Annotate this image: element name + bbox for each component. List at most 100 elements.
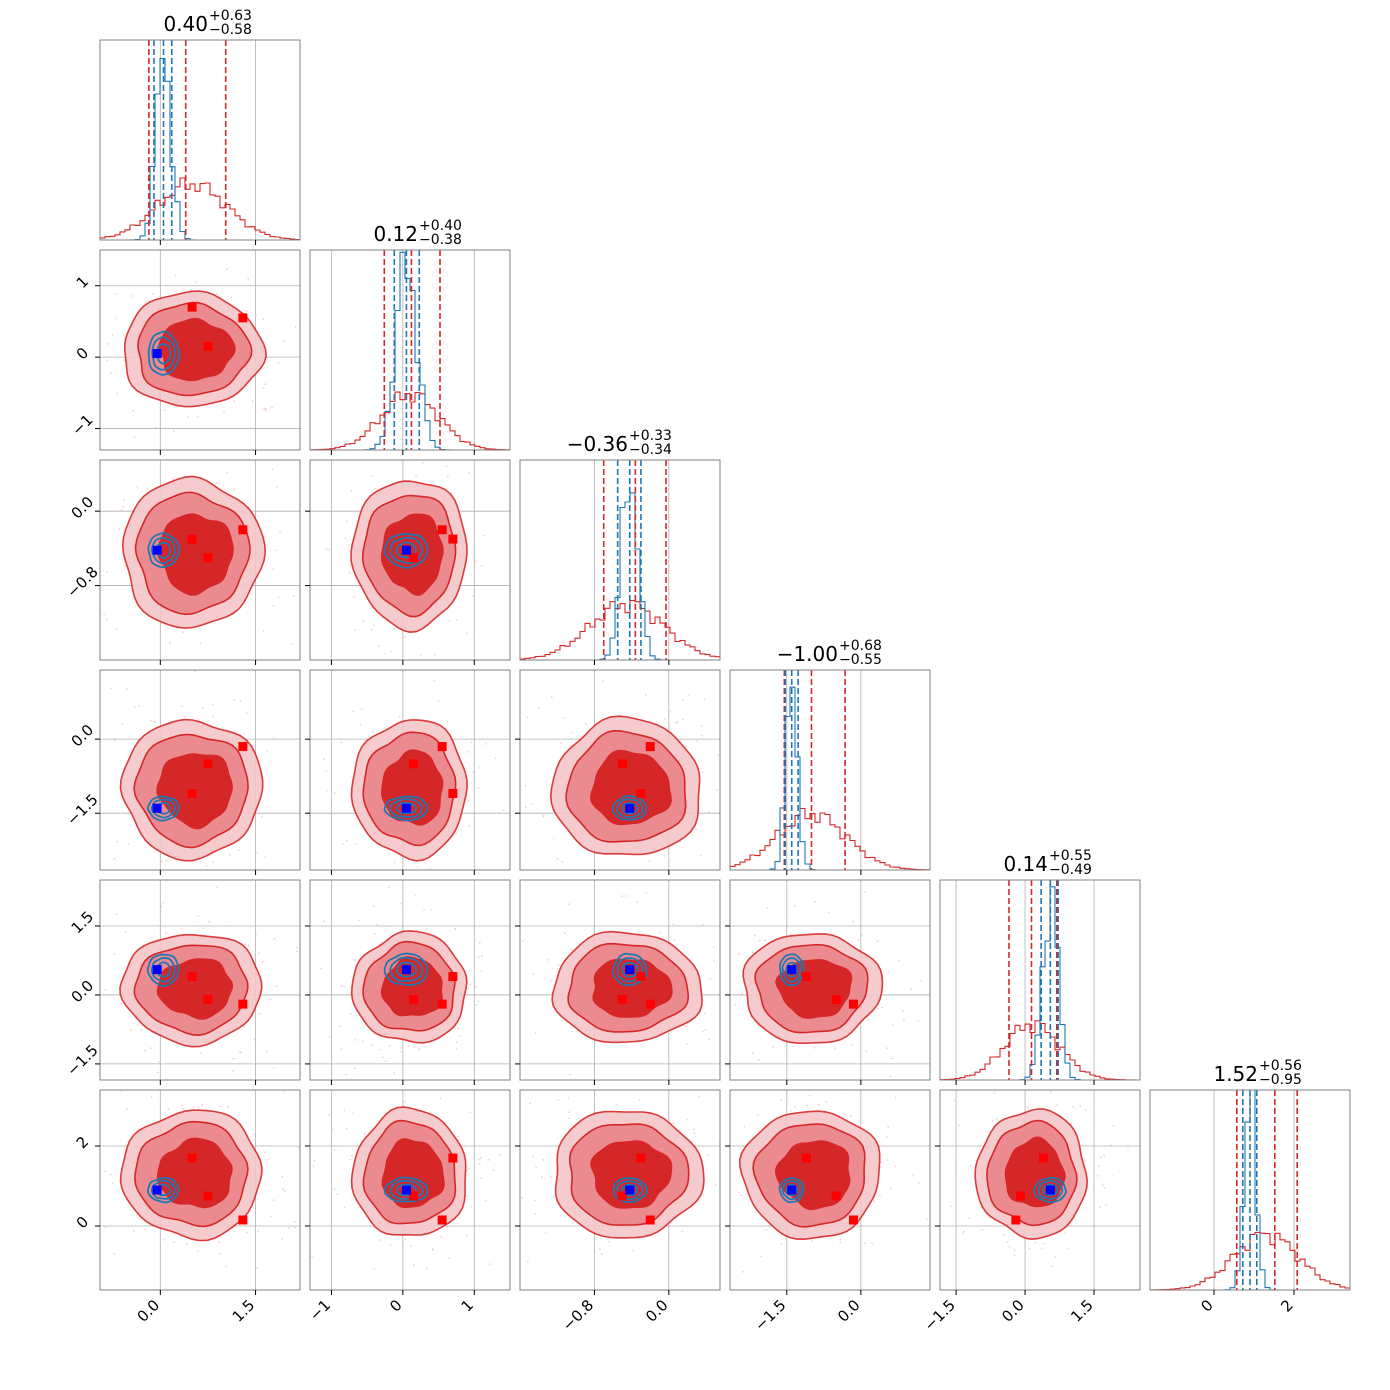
sample-point [1072, 1105, 1075, 1108]
sample-point [1098, 1164, 1100, 1167]
sample-point [197, 719, 200, 721]
sample-point [479, 1177, 482, 1179]
sample-point [708, 1038, 711, 1041]
contour-blue [151, 336, 177, 371]
sample-point [77, 1172, 79, 1174]
sample-point [477, 956, 480, 958]
sample-point [668, 710, 671, 713]
sample-point [291, 642, 293, 645]
title-minus: −0.49 [1049, 862, 1092, 878]
sample-point [521, 940, 524, 942]
sample-point [215, 886, 218, 888]
sample-point [852, 921, 855, 924]
sample-point [239, 700, 242, 702]
sample-point [526, 716, 529, 719]
sample-point [293, 594, 295, 597]
sample-point [727, 756, 729, 758]
sample-point [686, 1087, 688, 1089]
sample-point [133, 436, 136, 438]
marker-blue [401, 803, 411, 813]
sample-point [348, 571, 351, 574]
sample-point [751, 1052, 754, 1055]
sample-point [532, 1156, 534, 1158]
marker-red [187, 788, 197, 798]
sample-point [160, 905, 163, 908]
sample-point [182, 631, 184, 634]
sample-point [146, 488, 149, 491]
sample-point [340, 741, 343, 744]
sample-point [963, 1230, 965, 1233]
sample-point [251, 400, 254, 403]
sample-point [995, 1118, 998, 1120]
marker-red [448, 534, 458, 544]
sample-point [202, 707, 205, 710]
sample-point [1100, 1156, 1102, 1159]
sample-point [115, 628, 118, 631]
sample-point [703, 698, 706, 701]
sample-point [567, 1097, 570, 1099]
sample-point [734, 1003, 737, 1006]
sample-point [949, 1205, 952, 1208]
sample-point [825, 1087, 827, 1089]
sample-point [780, 1242, 783, 1245]
sample-point [132, 295, 134, 297]
sample-point [698, 1095, 700, 1098]
sample-point [96, 1003, 98, 1005]
sample-point [569, 1073, 571, 1076]
sample-point [458, 1216, 461, 1219]
sample-point [968, 1217, 971, 1219]
sample-point [195, 281, 198, 284]
sample-point [271, 468, 274, 471]
sample-point [199, 1052, 202, 1054]
sample-point [839, 1241, 842, 1244]
sample-point [702, 924, 705, 927]
sample-point [864, 1242, 866, 1245]
panel-5-3 [725, 1089, 931, 1295]
sample-point [225, 1265, 228, 1268]
sample-point [541, 1176, 543, 1179]
sample-point [1008, 1246, 1011, 1248]
y-tick-label: 0.0 [68, 721, 98, 751]
sample-point [765, 1229, 768, 1231]
sample-point [1093, 1145, 1096, 1147]
sample-point [185, 871, 187, 873]
sample-point [531, 802, 534, 805]
sample-point [659, 931, 661, 934]
sample-point [673, 939, 676, 942]
title-minus: −0.55 [839, 652, 882, 668]
sample-point [625, 895, 628, 897]
sample-point [418, 1047, 420, 1049]
contour-blue [1033, 1176, 1067, 1204]
sample-point [759, 1255, 762, 1258]
sample-point [389, 925, 392, 927]
histogram-red [940, 1020, 1140, 1080]
panel-content [730, 670, 930, 870]
sample-point [199, 642, 202, 645]
sample-point [165, 932, 168, 934]
sample-point [480, 564, 483, 567]
sample-point [712, 960, 715, 962]
sample-point [740, 1194, 743, 1197]
sample-point [404, 636, 406, 638]
contour-blue [616, 1180, 644, 1200]
x-tick-label: 0 [1197, 1296, 1216, 1315]
title-plus: +0.68 [839, 638, 882, 654]
sample-point [552, 837, 555, 840]
sample-point [703, 1012, 706, 1015]
contour-blue [150, 536, 176, 565]
marker-blue [401, 545, 411, 555]
sample-point [415, 475, 417, 477]
sample-point [813, 1046, 816, 1049]
sample-point [256, 851, 259, 854]
title-value: 1.52 [1213, 1062, 1258, 1086]
sample-point [447, 666, 449, 668]
sample-point [479, 1156, 482, 1159]
sample-point [1046, 1088, 1048, 1090]
sample-point [404, 1093, 407, 1096]
marker-red [448, 788, 458, 798]
contour-blue [383, 795, 429, 822]
marker-red [848, 1215, 858, 1225]
sample-point [1092, 1187, 1095, 1190]
sample-point [537, 707, 540, 710]
sample-point [264, 383, 267, 386]
